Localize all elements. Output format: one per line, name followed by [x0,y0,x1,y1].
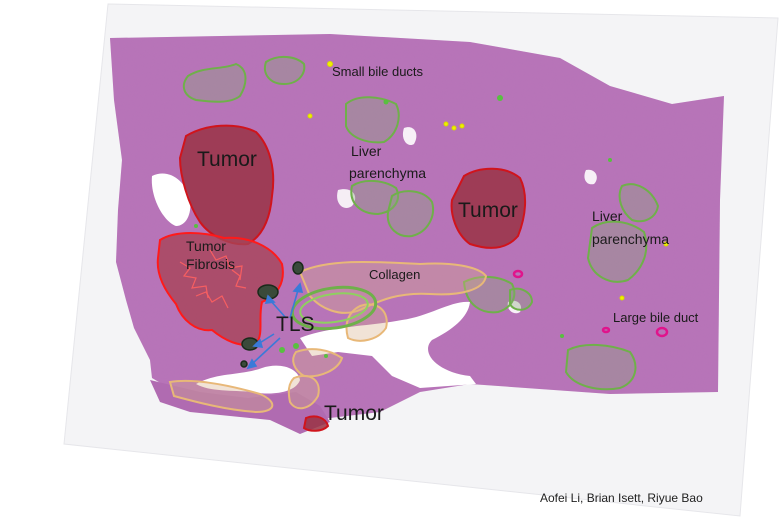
tear-center [300,301,476,388]
label-collagen: Collagen [369,267,421,282]
label-tumor-top: Tumor [197,148,257,171]
label-tumor-mid: Tumor [458,199,518,222]
tumor-annotations [178,124,526,432]
tumor-fibrosis-annotation [156,232,284,346]
collagen-annotations [168,260,488,414]
label-tumor-fibrosis-line1: Tumor [186,238,226,254]
image-credit: Aofei Li, Brian Isett, Riyue Bao [540,491,703,505]
label-tls: TLS [276,313,315,336]
label-liver-parenchyma-right-line1: Liver [592,208,623,224]
vessel-left [151,173,191,226]
label-large-bile-duct: Large bile duct [613,310,699,325]
label-tumor-bottom: Tumor [324,402,384,425]
small-bile-ducts [307,61,669,301]
large-bile-duct [512,269,669,338]
label-liver-parenchyma-left-line1: Liver [351,143,382,159]
collagen-ring [290,285,378,331]
label-tumor-fibrosis-line2: Fibrosis [186,256,236,272]
parenchyma-annotations [182,56,660,391]
label-liver-parenchyma-left-line2: parenchyma [349,165,427,181]
tissue-lower-fragment [150,380,330,434]
tls-arrows [246,282,304,370]
label-small-bile-ducts: Small bile ducts [332,64,424,79]
tear-lower [196,365,300,394]
label-liver-parenchyma-right-line2: parenchyma [592,231,670,247]
